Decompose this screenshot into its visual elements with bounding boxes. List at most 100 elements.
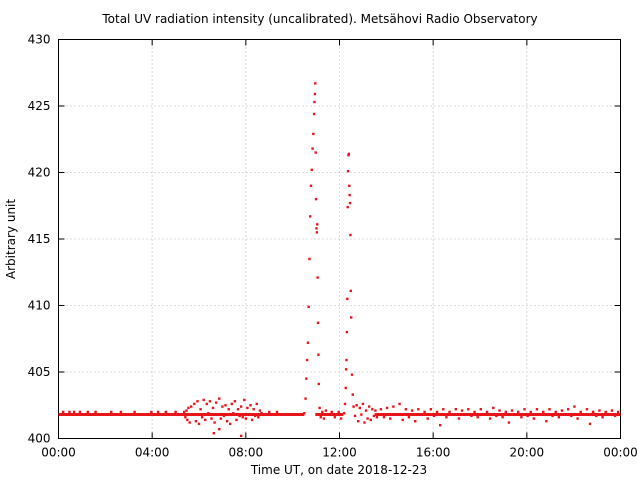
data-point [371,408,374,411]
data-point [347,154,350,157]
data-point [164,410,168,414]
data-point [358,406,361,410]
data-point [187,406,190,410]
data-point [345,358,348,362]
data-point [186,418,189,422]
data-point [310,168,313,172]
data-point [305,358,309,362]
data-point [349,289,353,293]
data-point [313,92,317,96]
data-point [213,421,216,424]
data-point [417,408,420,411]
data-point [595,414,598,418]
data-point [395,413,398,416]
data-point [610,409,614,412]
data-point [523,408,526,411]
data-point [227,408,230,411]
data-point [507,421,511,424]
data-point [184,416,187,419]
chart-title: Total UV radiation intensity (uncalibrat… [102,12,538,26]
data-point [389,417,392,420]
data-point [241,416,244,419]
data-point [189,405,193,408]
data-point [78,410,82,414]
data-point [364,409,368,412]
y-tick-label: 410 [28,299,51,313]
data-point [560,409,564,412]
data-point [275,410,279,414]
data-point [200,416,204,419]
data-point [119,410,123,414]
data-point [224,404,227,407]
data-point [225,420,229,423]
data-point [482,413,486,416]
data-point [616,410,620,414]
data-point [133,410,136,414]
data-point [317,382,321,386]
data-point [345,330,349,334]
data-point [346,169,350,173]
data-point [510,409,514,412]
data-point [398,402,401,406]
data-point [545,420,548,423]
data-point [312,112,316,116]
data-point [476,416,479,419]
data-point [607,413,610,416]
data-point [351,393,354,396]
data-point [244,417,248,420]
data-point [268,410,271,414]
data-point [563,413,567,416]
data-point [352,405,355,408]
data-point [196,400,199,403]
data-point [438,424,442,427]
data-point [601,416,604,419]
data-point [210,417,213,420]
data-point [343,402,347,406]
data-point [246,406,249,410]
data-point [588,422,592,426]
data-point [385,406,389,410]
x-tick-label: 00:00 [41,446,76,460]
data-point [554,410,557,414]
data-point [582,413,586,416]
data-point [382,416,386,419]
y-axis-label: Arbitrary unit [4,198,18,280]
data-point [319,416,322,419]
data-point [72,410,76,414]
data-point [426,417,429,420]
data-point [316,223,319,226]
data-point [221,405,224,408]
data-point [529,410,532,414]
data-point [212,431,216,435]
data-point [239,434,243,438]
data-point [379,408,383,411]
data-point [367,405,371,408]
data-point [454,408,458,411]
y-tick-label: 420 [28,166,51,180]
data-point [61,410,65,414]
data-point [202,398,205,402]
data-point [346,297,349,301]
data-point [194,420,198,423]
data-point [504,410,507,414]
data-point [479,408,482,411]
data-point [366,417,369,420]
data-point [250,418,254,422]
data-point [339,417,343,420]
data-point [585,408,589,411]
data-point [360,413,363,416]
data-point [312,132,315,136]
data-point [232,412,235,415]
data-point [214,401,218,404]
axes: 400 405 410 415 420 425 430 00:00 04:00 08:00 12:0… [28,33,638,460]
data-point [404,408,408,411]
data-point [347,152,351,156]
data-point [313,100,316,104]
data-point [445,416,448,419]
data-point [557,416,561,419]
data-point [321,410,324,414]
data-point [467,408,470,411]
data-point [344,386,347,390]
data-point [208,400,212,403]
